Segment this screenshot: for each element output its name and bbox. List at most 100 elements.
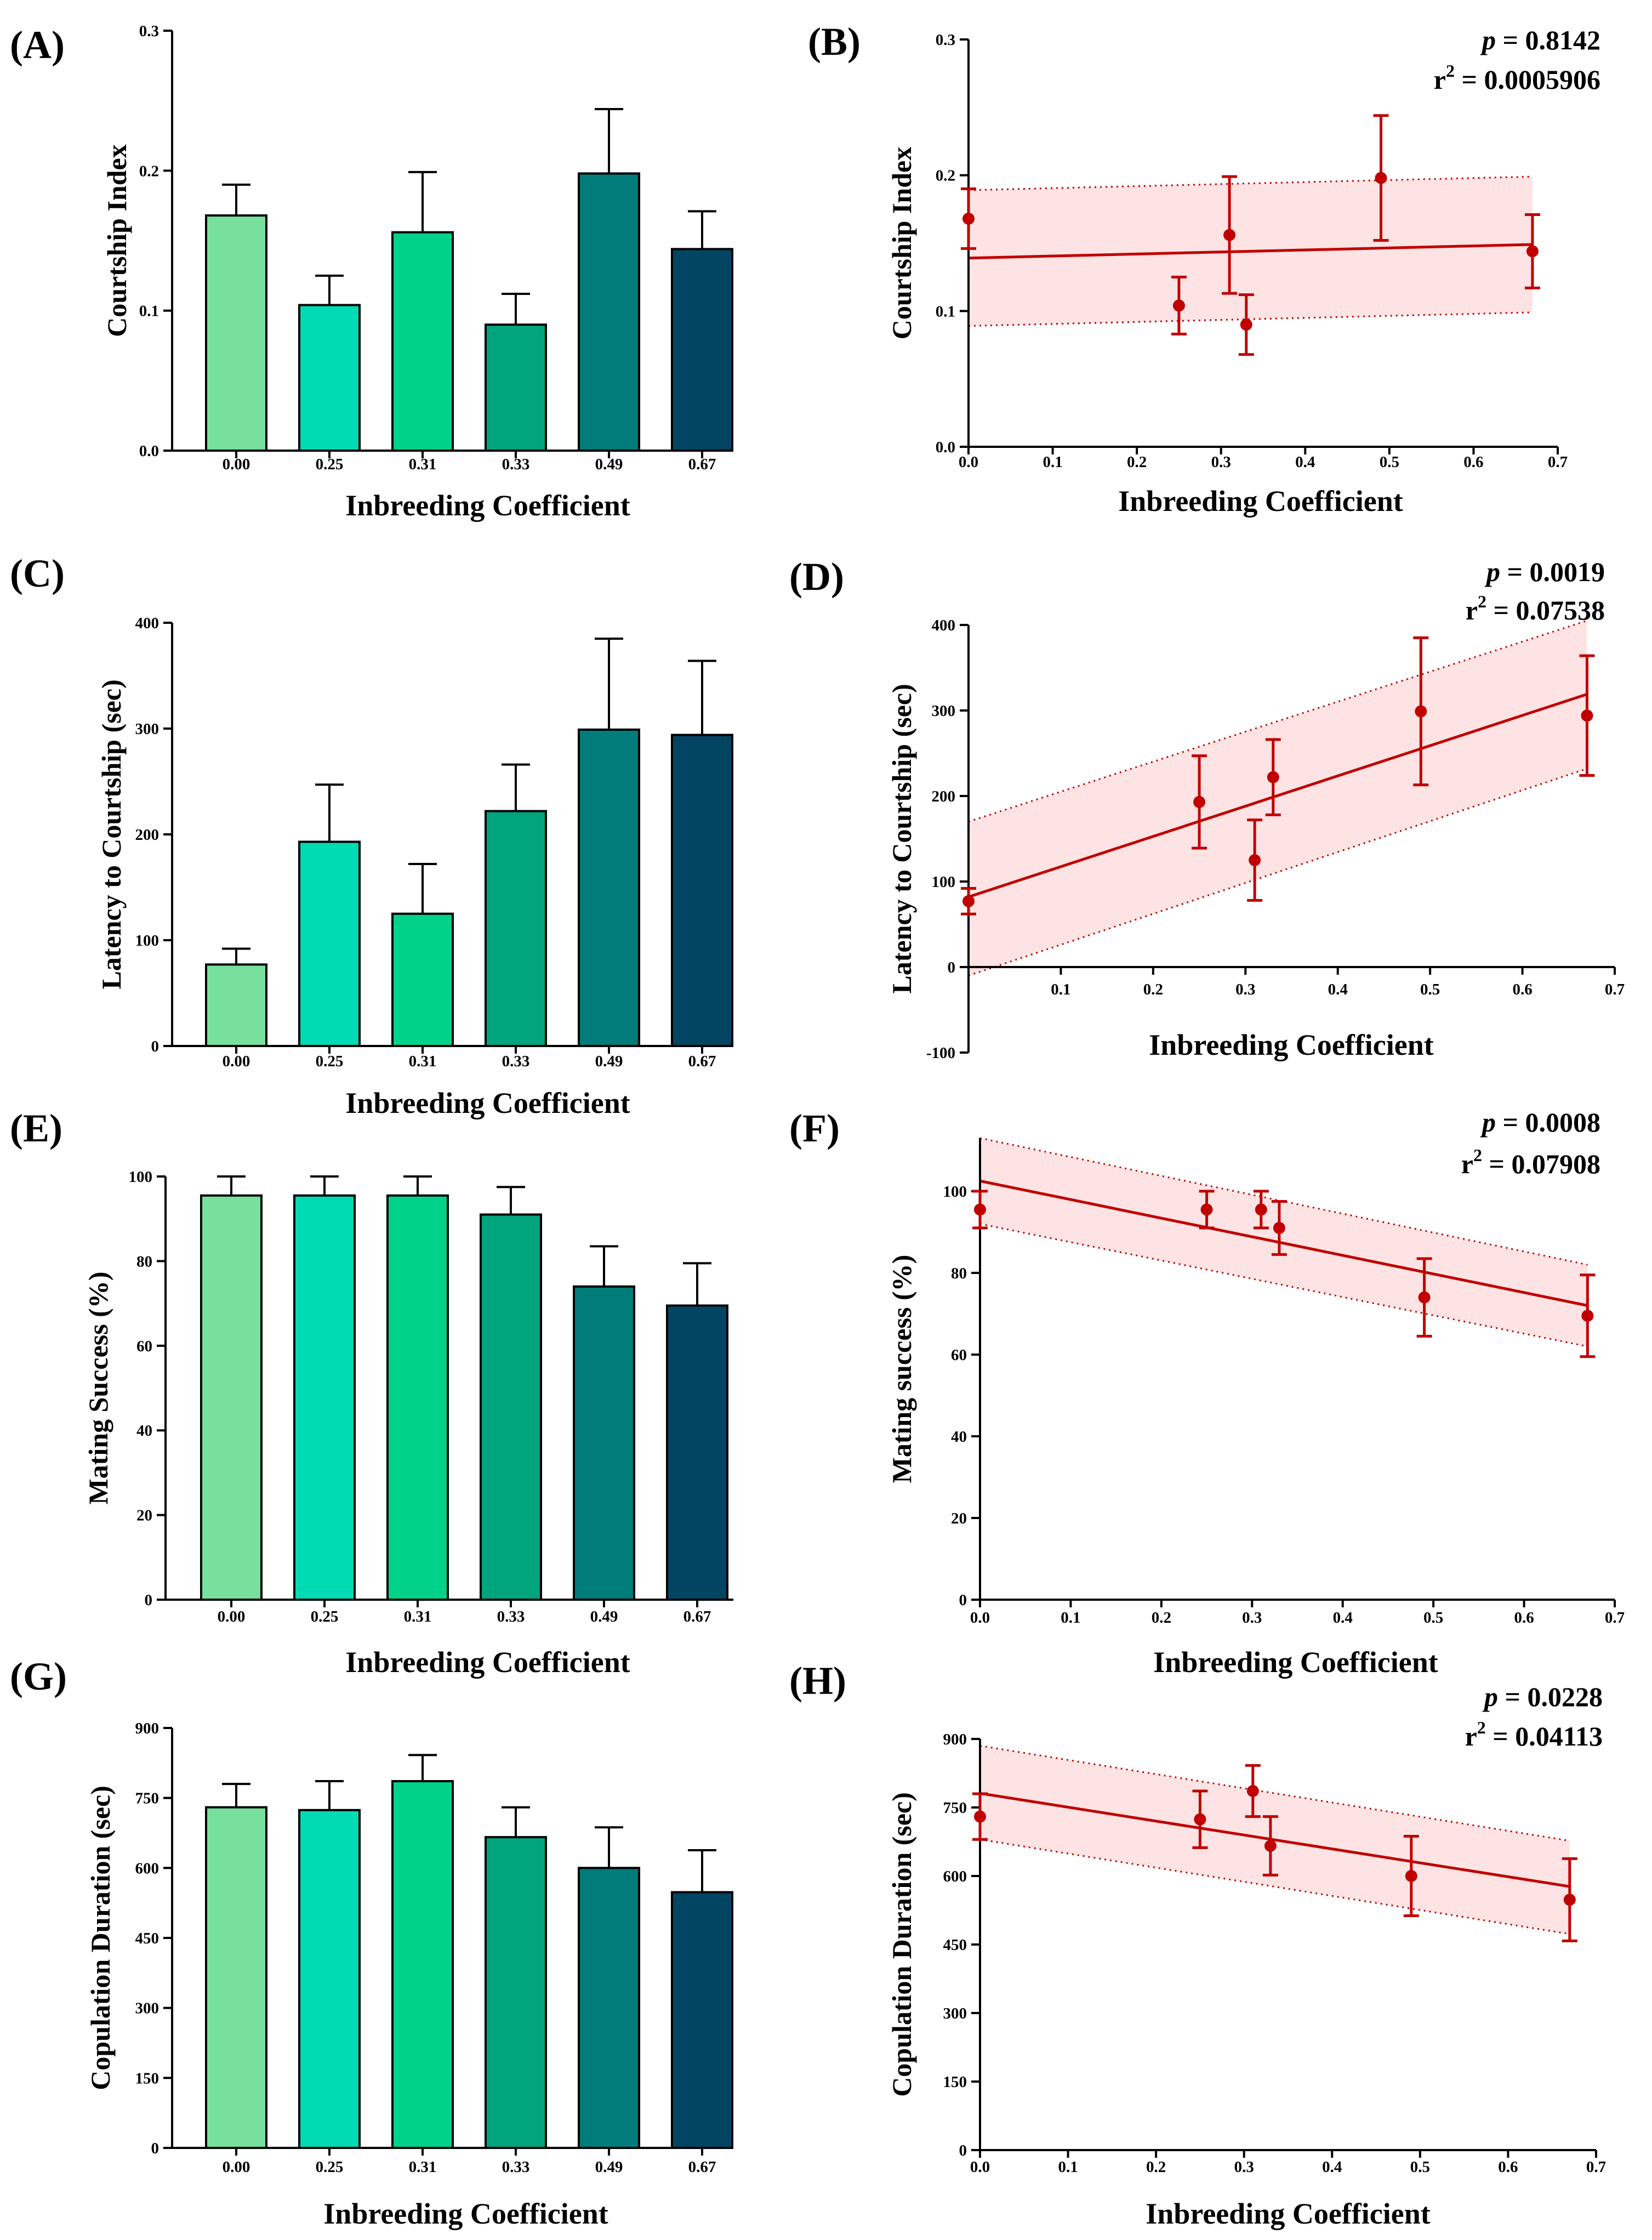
y-tick-label: 40	[136, 1422, 152, 1440]
data-point	[974, 1203, 986, 1216]
x-tick-label: 0.4	[1322, 2158, 1342, 2176]
x-tick-label: 0.5	[1410, 2158, 1430, 2176]
x-tick-label: 0.33	[502, 2158, 530, 2176]
p-value-stat: p = 0.0228	[1482, 1681, 1603, 1712]
y-tick-label: 60	[136, 1338, 152, 1355]
panel-f: (F) 0 20 40 60 80 100 0.0 0.1 0.2 0.3 0.4 0.5 0.6 0.7 p…	[789, 1106, 1625, 1679]
regression-line	[979, 1179, 1588, 1307]
panel-label: (E)	[10, 1106, 62, 1150]
panel-a: (A) 0.0 0.1 0.2 0.3 0.00 0.25 0.31 0.33 0.49 0.67 I…	[10, 22, 733, 522]
x-tick-label: 0.1	[1058, 2158, 1078, 2176]
data-point	[1223, 229, 1236, 241]
data-point	[974, 1810, 986, 1823]
regression-line	[968, 243, 1533, 260]
x-tick-label: 0.67	[688, 2158, 716, 2176]
data-point	[1193, 795, 1206, 808]
x-tick-label: 0.1	[1051, 981, 1070, 998]
panel-c: (C) 0 100 200 300 400 0.00 0.25 0.31 0.33 0.49 0.67…	[10, 552, 733, 1119]
y-tick-label: 150	[943, 2073, 967, 2091]
regression-line	[979, 1792, 1570, 1888]
y-tick-label: 0.0	[139, 442, 159, 460]
x-tick-label: 0.7	[1548, 453, 1568, 471]
x-tick-label: 0.49	[595, 2158, 623, 2176]
data-point	[1264, 1840, 1277, 1852]
y-tick-label: 600	[943, 1868, 967, 1885]
x-tick-label: 0.31	[409, 1053, 437, 1070]
data-point	[1581, 1310, 1594, 1322]
bar	[391, 1780, 454, 2149]
x-tick-label: 0.6	[1463, 453, 1483, 471]
panel-label: (H)	[789, 1659, 846, 1703]
x-tick-label: 0.25	[316, 1053, 344, 1070]
y-tick-label: 80	[951, 1265, 967, 1282]
ci-lower-line	[979, 1838, 1570, 1935]
x-tick-label: 0.00	[223, 2158, 250, 2176]
y-tick-label: 900	[135, 1720, 159, 1737]
panel-d: (D) -100 0 100 200 300 400 0.1 0.2 0.3 0.4 0.5 0.6 0.…	[789, 555, 1625, 1062]
y-axis-title: Mating success (%)	[886, 1255, 917, 1483]
r2-value: = 0.0005906	[1455, 64, 1600, 95]
r-squared-stat: r2 = 0.04113	[1465, 1718, 1603, 1752]
r2-label: r	[1434, 64, 1446, 95]
y-tick-label: 0	[948, 959, 956, 976]
data-point	[1255, 1203, 1267, 1216]
ci-lower-line	[979, 1223, 1588, 1348]
data-point	[1240, 319, 1252, 331]
p-value-stat: p = 0.8142	[1480, 25, 1600, 55]
ci-lower-line	[968, 767, 1587, 977]
ci-upper-line	[979, 1745, 1570, 1842]
r2-superscript: 2	[1473, 1145, 1482, 1165]
y-tick-label: 100	[129, 1168, 153, 1186]
x-tick-label: 0.4	[1333, 1609, 1353, 1627]
x-axis-title: Inbreeding Coefficient	[345, 489, 630, 522]
y-axis-title: Mating Success (%)	[83, 1272, 113, 1505]
r-squared-stat: r2 = 0.07538	[1466, 592, 1605, 626]
r2-label: r	[1461, 1149, 1473, 1179]
p-value: = 0.0228	[1498, 1681, 1603, 1712]
y-tick-label: 100	[943, 1183, 967, 1201]
bar	[573, 1285, 635, 1601]
y-tick-label: 400	[135, 615, 159, 632]
panel-label: (C)	[10, 552, 65, 595]
y-tick-label: -100	[926, 1044, 955, 1062]
x-tick-label: 0.5	[1423, 1609, 1443, 1627]
x-tick-label: 0.3	[1234, 2158, 1254, 2176]
x-tick-label: 0.31	[409, 2158, 437, 2176]
x-axis-title: Inbreeding Coefficient	[323, 2197, 608, 2230]
x-tick-label: 0.2	[1127, 453, 1147, 471]
y-tick-label: 0.2	[139, 162, 159, 180]
p-value-stat: p = 0.0019	[1484, 556, 1605, 587]
panel-label: (B)	[808, 20, 861, 64]
y-tick-label: 900	[943, 1731, 967, 1748]
x-tick-label: 0.5	[1420, 981, 1440, 998]
data-point	[1249, 854, 1261, 866]
y-tick-label: 300	[135, 2000, 159, 2017]
data-point	[1418, 1291, 1431, 1304]
panel-g: (G) 0 150 300 450 600 750 900 0.00 0.25 0.31 0.33 0.…	[10, 1655, 733, 2230]
x-tick-label: 0.00	[218, 1608, 246, 1625]
y-tick-label: 0.1	[936, 303, 955, 320]
bar	[298, 304, 361, 452]
r2-value: = 0.07538	[1486, 595, 1605, 626]
bar	[666, 1304, 728, 1601]
y-tick-label: 0	[959, 2142, 967, 2159]
y-tick-label: 0	[151, 2140, 159, 2157]
data-point	[1194, 1813, 1206, 1826]
y-tick-label: 750	[135, 1790, 159, 1807]
r-squared-stat: r2 = 0.07908	[1461, 1145, 1600, 1179]
bar	[205, 963, 267, 1048]
y-tick-label: 100	[932, 873, 956, 891]
data-point	[962, 212, 975, 225]
x-axis-title: Inbreeding Coefficient	[1118, 485, 1403, 518]
x-tick-label: 0.49	[595, 456, 623, 473]
y-tick-label: 40	[951, 1428, 967, 1446]
x-tick-label: 0.25	[316, 456, 344, 473]
r2-value: = 0.04113	[1486, 1721, 1603, 1752]
bar	[485, 1836, 547, 2149]
x-tick-label: 0.49	[590, 1608, 618, 1625]
data-point	[1375, 172, 1387, 184]
x-tick-label: 0.0	[959, 453, 978, 471]
bar	[671, 734, 733, 1047]
y-tick-label: 300	[932, 702, 956, 720]
r2-superscript: 2	[1446, 61, 1455, 81]
